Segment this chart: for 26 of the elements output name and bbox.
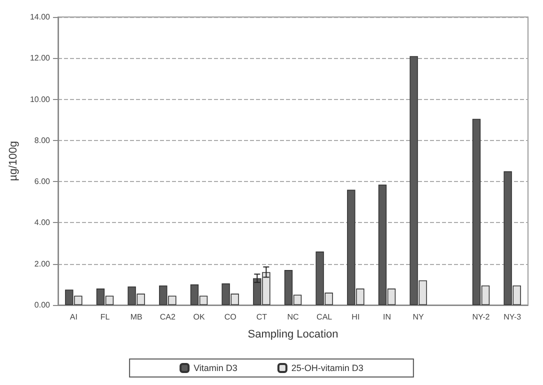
x-tick-label: OK bbox=[193, 312, 206, 322]
y-tick-label: 2.00 bbox=[34, 259, 51, 268]
x-tick-label: HI bbox=[352, 312, 360, 322]
x-tick-label: FL bbox=[100, 312, 110, 322]
x-tick-label: CA2 bbox=[160, 312, 176, 322]
y-tick-label: 14.00 bbox=[30, 12, 51, 22]
legend-label: 25-OH-vitamin D3 bbox=[291, 363, 364, 373]
x-axis-title: Sampling Location bbox=[248, 328, 338, 340]
x-tick-label: CAL bbox=[316, 312, 333, 322]
y-tick-label: 6.00 bbox=[34, 177, 51, 186]
y-axis-title: µg/100g bbox=[8, 141, 20, 181]
x-tick-label: NC bbox=[287, 312, 299, 322]
legend-label: Vitamin D3 bbox=[194, 363, 238, 373]
y-tick-label: 8.00 bbox=[34, 136, 51, 145]
y-tick-label: 12.00 bbox=[30, 54, 51, 63]
x-tick-label: MB bbox=[130, 312, 142, 322]
y-tick-label: 0.00 bbox=[34, 300, 51, 310]
x-tick-label: CO bbox=[224, 312, 236, 322]
x-tick-label: CT bbox=[256, 312, 268, 322]
x-tick-label: NY-3 bbox=[504, 312, 522, 322]
y-tick-label: 4.00 bbox=[34, 218, 51, 228]
x-tick-label: NY bbox=[412, 312, 425, 322]
y-tick-label: 10.00 bbox=[30, 94, 51, 104]
x-tick-label: AI bbox=[70, 312, 78, 322]
x-tick-label: IN bbox=[383, 312, 392, 322]
x-tick-label: NY-2 bbox=[472, 312, 490, 322]
